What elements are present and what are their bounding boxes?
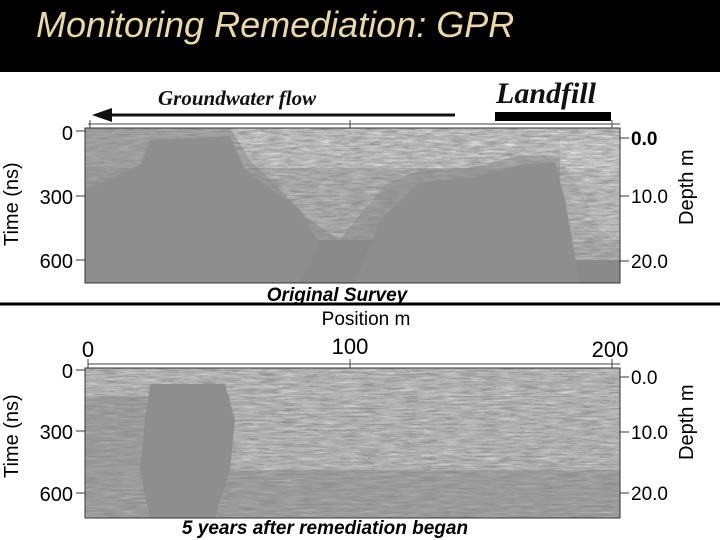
bottom-depth-tick-label: 20.0	[631, 484, 668, 505]
groundwater-flow-label: Groundwater flow	[158, 86, 317, 110]
bottom-time-tick-label: 600	[40, 484, 73, 506]
bottom-radargram	[84, 367, 621, 519]
position-axis-label: Position m	[322, 309, 411, 330]
position-tick-label: 200	[592, 337, 629, 362]
top-time-tick-label: 300	[40, 187, 73, 209]
top-depth-axis-label: Depth m	[676, 149, 698, 225]
top-caption: Original Survey	[267, 285, 409, 306]
bottom-depth-axis-label: Depth m	[676, 384, 698, 460]
top-time-tick-label: 600	[40, 251, 73, 273]
bottom-depth-tick-label: 10.0	[631, 423, 668, 444]
bottom-depth-tick-label: 0.0	[631, 368, 657, 389]
bottom-time-tick-label: 300	[40, 422, 73, 444]
top-time-axis-label: Time (ns)	[1, 162, 23, 246]
top-depth-tick-label: 20.0	[631, 252, 668, 273]
position-tick-label: 100	[332, 334, 369, 359]
top-depth-tick-label: 0.0	[631, 129, 657, 150]
gpr-figure: Groundwater flow Landfill 0 300 600 Time…	[0, 72, 720, 540]
bottom-time-axis-label: Time (ns)	[1, 394, 23, 478]
landfill-bar	[495, 112, 611, 121]
slide-title: Monitoring Remediation: GPR	[36, 4, 515, 45]
top-radargram	[84, 127, 621, 284]
bottom-time-tick-label: 0	[62, 361, 73, 383]
groundwater-flow-arrow	[92, 108, 455, 122]
gpr-figure-svg: Groundwater flow Landfill 0 300 600 Time…	[0, 77, 720, 539]
bottom-caption: 5 years after remediation began	[182, 518, 468, 539]
top-depth-tick-label: 10.0	[631, 187, 668, 208]
top-time-tick-label: 0	[62, 123, 73, 145]
position-tick-label: 0	[82, 337, 94, 362]
landfill-label: Landfill	[495, 77, 597, 110]
title-bar: Monitoring Remediation: GPR	[0, 0, 720, 72]
